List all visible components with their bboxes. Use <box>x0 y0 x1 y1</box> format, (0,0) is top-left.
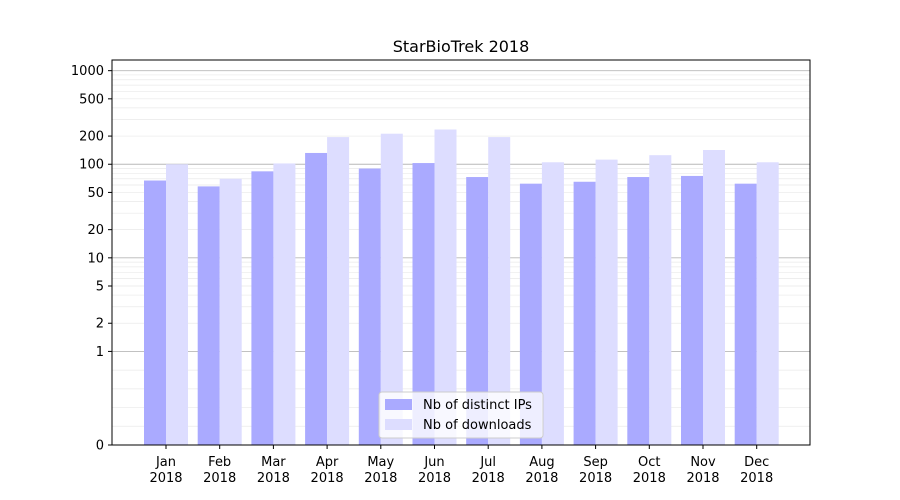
x-tick-label-month: Nov <box>690 455 716 470</box>
x-tick-label-year: 2018 <box>257 471 290 486</box>
y-tick-label: 500 <box>79 92 104 107</box>
plot-frame <box>111 59 811 446</box>
y-tick-label: 200 <box>79 130 104 145</box>
x-tick-label-year: 2018 <box>203 471 236 486</box>
x-tick-label-month: Jan <box>155 455 176 470</box>
x-tick-label-month: Apr <box>316 455 339 470</box>
x-tick-label-year: 2018 <box>686 471 719 486</box>
bar-ips-dec <box>734 183 757 445</box>
x-tick-label-year: 2018 <box>740 471 773 486</box>
legend-label: Nb of downloads <box>423 418 532 433</box>
legend-swatch <box>385 419 412 430</box>
bars <box>144 129 779 446</box>
x-tick-label-month: Mar <box>261 455 286 470</box>
x-tick-label-year: 2018 <box>633 471 666 486</box>
bar-downloads-aug <box>541 162 564 446</box>
x-tick-label-year: 2018 <box>364 471 397 486</box>
bar-downloads-nov <box>703 149 725 445</box>
bar-downloads-jan <box>166 164 188 445</box>
x-tick-label-year: 2018 <box>149 471 182 486</box>
x-tick-label-month: Jul <box>479 455 496 470</box>
x-tick-label-month: May <box>367 455 394 470</box>
x-axis: Jan2018Feb2018Mar2018Apr2018May2018Jun20… <box>149 445 773 486</box>
bar-downloads-mar <box>273 163 296 445</box>
legend: Nb of distinct IPs Nb of downloads <box>378 391 544 439</box>
bar-downloads-apr <box>327 137 350 445</box>
x-tick-label-month: Aug <box>529 455 554 470</box>
bar-downloads-dec <box>756 162 779 446</box>
x-tick-label-month: Oct <box>638 455 660 470</box>
bar-ips-jun <box>412 163 435 445</box>
bar-ips-oct <box>627 177 650 446</box>
y-tick-label: 1000 <box>71 64 104 79</box>
y-tick-label: 2 <box>96 317 104 332</box>
x-tick-label-month: Dec <box>744 455 769 470</box>
bar-ips-jan <box>144 180 166 446</box>
x-tick-label-year: 2018 <box>311 471 344 486</box>
y-tick-label: 1 <box>96 345 104 360</box>
x-tick-label-year: 2018 <box>579 471 612 486</box>
bar-downloads-sep <box>595 159 618 445</box>
y-tick-label: 20 <box>87 223 104 238</box>
bar-downloads-may <box>380 133 403 446</box>
bar-ips-sep <box>573 181 596 446</box>
y-tick-label: 5 <box>96 280 104 295</box>
bar-ips-mar <box>251 171 274 445</box>
bar-ips-feb <box>197 186 220 445</box>
x-tick-label-year: 2018 <box>418 471 451 486</box>
legend-box <box>378 391 544 439</box>
y-tick-label: 100 <box>79 158 104 173</box>
x-tick-label-month: Jun <box>423 455 444 470</box>
y-tick-label: 50 <box>87 186 104 201</box>
y-tick-label: 0 <box>96 439 104 454</box>
x-tick-label-year: 2018 <box>525 471 558 486</box>
chart-title: StarBioTrek 2018 <box>393 37 530 56</box>
x-tick-label-month: Sep <box>583 455 608 470</box>
x-tick-label-month: Feb <box>208 455 231 470</box>
bar-downloads-oct <box>649 155 672 445</box>
bar-ips-nov <box>681 175 703 445</box>
bar-downloads-jun <box>434 129 457 445</box>
bar-ips-jul <box>466 177 489 446</box>
bar-downloads-jul <box>488 137 511 445</box>
bar-ips-may <box>358 168 381 445</box>
y-axis: 0 1 2 5 10 20 50 100 200 500 1000 <box>71 64 112 454</box>
bar-ips-apr <box>305 152 328 445</box>
bar-downloads-feb <box>219 178 242 446</box>
bar-ips-aug <box>519 183 542 445</box>
y-tick-label: 10 <box>87 251 104 266</box>
x-tick-label-year: 2018 <box>472 471 505 486</box>
legend-swatch <box>385 399 412 410</box>
legend-label: Nb of distinct IPs <box>423 398 532 413</box>
